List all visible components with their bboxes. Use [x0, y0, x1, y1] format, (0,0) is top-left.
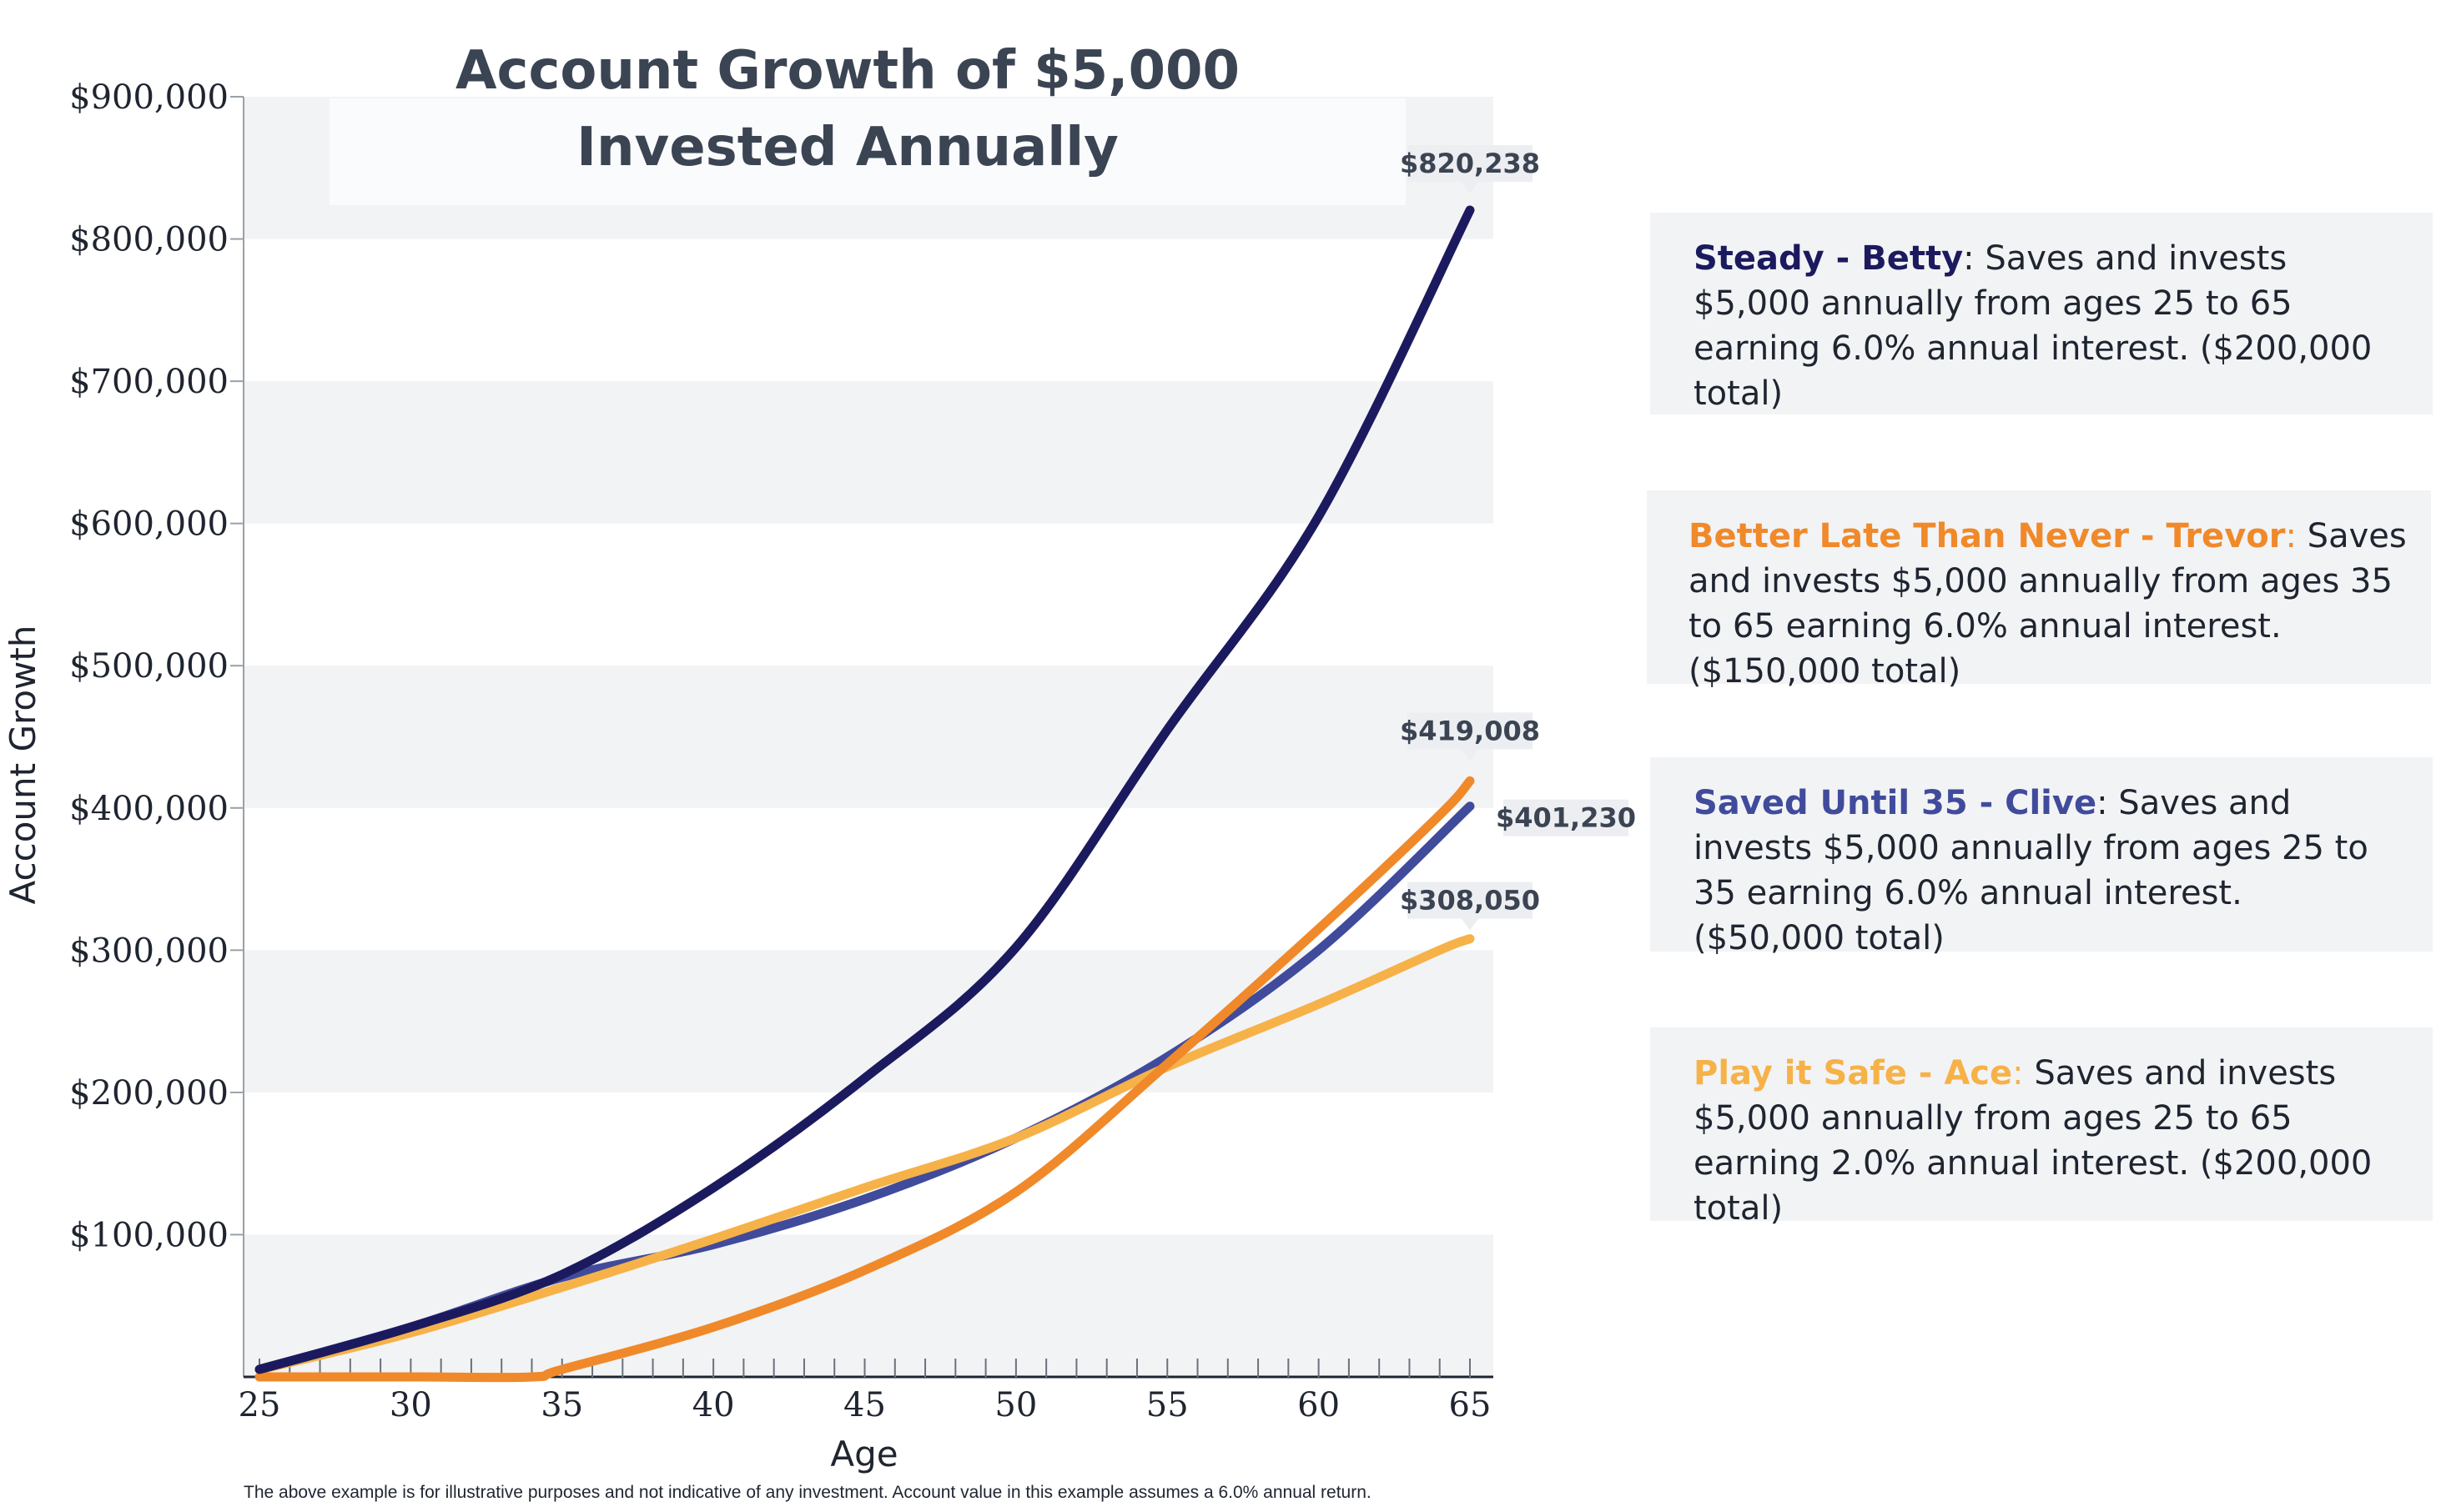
x-tick-label: 35 — [541, 1386, 583, 1424]
x-tick-label: 50 — [994, 1386, 1037, 1424]
legend-item-trevor: Better Late Than Never - Trevor: Saves a… — [1647, 490, 2431, 691]
legend-text-betty: Saves and invests $5,000 annually from a… — [1694, 239, 2373, 413]
legend-name-ace: Play it Safe - Ace — [1694, 1054, 2013, 1093]
x-tick-label: 65 — [1449, 1386, 1492, 1424]
footnote: The above example is for illustrative pu… — [244, 1483, 1371, 1502]
x-axis-label: Age — [830, 1434, 898, 1474]
end-label-pointer — [1462, 918, 1478, 931]
y-tick-label: $500,000 — [69, 647, 229, 686]
legend-sep-trevor: : — [2285, 517, 2308, 555]
grid-band — [244, 381, 1493, 524]
y-tick-label: $300,000 — [69, 932, 229, 970]
series-lines — [254, 205, 1475, 1383]
y-tick-label: $100,000 — [69, 1216, 229, 1254]
series-line-steady-betty — [254, 205, 1475, 1374]
legend-name-clive: Saved Until 35 - Clive — [1694, 784, 2097, 822]
end-label-box — [1407, 882, 1533, 919]
legend-name-betty: Steady - Betty — [1694, 239, 1964, 278]
end-label-pointer — [1462, 749, 1478, 761]
x-axis-ticks: 25 30 35 40 45 50 55 60 65 — [239, 1359, 1492, 1424]
y-tick-label: $400,000 — [69, 790, 229, 828]
title-background — [330, 98, 1406, 205]
legend-item-betty: Steady - Betty: Saves and invests $5,000… — [1650, 213, 2433, 414]
y-tick-label: $600,000 — [69, 505, 229, 544]
end-label-box — [1407, 712, 1533, 750]
y-axis-label: Account Growth — [3, 625, 43, 905]
legend-text-clive: Saves and invests $5,000 annually from a… — [1694, 784, 2368, 957]
x-tick-label: 45 — [843, 1386, 886, 1424]
legend-text-ace: Saves and invests $5,000 annually from a… — [1694, 1054, 2373, 1228]
grid-band — [244, 1234, 1493, 1377]
end-label-saved-until-35-clive: $401,230 — [1496, 802, 1636, 834]
series-line-better-late-than-never-trevor — [254, 776, 1475, 1383]
legend-text-trevor: Saves and invests $5,000 annually from a… — [1689, 517, 2407, 691]
legend-item-clive: Saved Until 35 - Clive: Saves and invest… — [1650, 757, 2433, 957]
y-tick-label: $800,000 — [69, 221, 229, 259]
y-tick-label: $200,000 — [69, 1074, 229, 1113]
end-label-box — [1407, 145, 1533, 183]
x-tick-label: 30 — [390, 1386, 432, 1424]
end-label-play-it-safe-ace: $308,050 — [1400, 885, 1540, 917]
legend-sep-clive: : — [2096, 784, 2119, 822]
end-label-box — [1503, 799, 1628, 836]
legend-item-ace: Play it Safe - Ace: Saves and invests $5… — [1650, 1027, 2433, 1228]
x-tick-label: 25 — [239, 1386, 281, 1424]
y-tick-label: $700,000 — [69, 363, 229, 401]
chart-title-line-1: Account Growth of $5,000 — [455, 40, 1240, 102]
end-label-steady-betty: $820,238 — [1400, 148, 1540, 179]
end-label-pointer — [1462, 182, 1478, 194]
legend-sep-ace: : — [2012, 1054, 2035, 1093]
y-axis-ticks: $100,000 $200,000 $300,000 $400,000 $500,000… — [69, 78, 244, 1254]
end-value-labels: $820,238 $419,008 $401,230 $308,050 — [1400, 145, 1636, 931]
series-line-play-it-safe-ace — [254, 934, 1475, 1374]
legend-sep-betty: : — [1963, 239, 1985, 278]
legend-name-trevor: Better Late Than Never - Trevor — [1689, 517, 2286, 555]
chart-title-line-2: Invested Annually — [576, 117, 1119, 178]
x-tick-label: 40 — [692, 1386, 735, 1424]
grid-band — [244, 666, 1493, 808]
x-tick-label: 55 — [1146, 1386, 1189, 1424]
end-label-better-late-than-never-trevor: $419,008 — [1400, 715, 1540, 746]
x-tick-label: 60 — [1297, 1386, 1340, 1424]
y-tick-label: $900,000 — [69, 78, 229, 117]
